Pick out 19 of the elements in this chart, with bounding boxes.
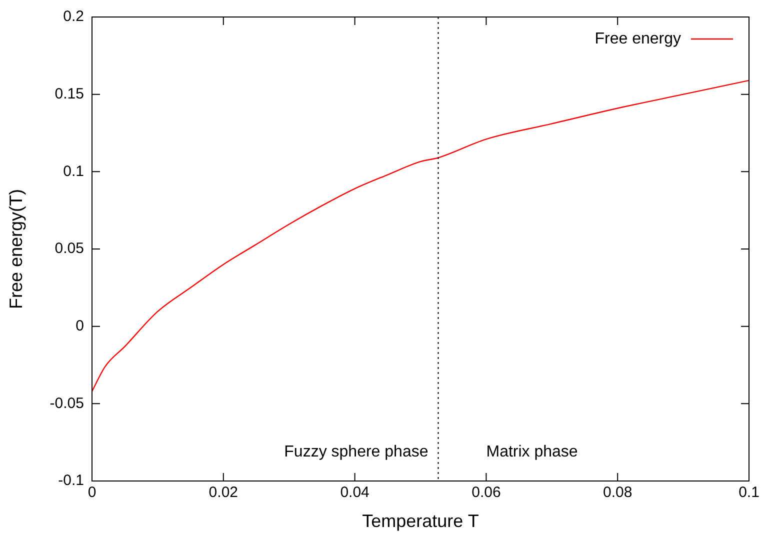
line-series [92, 80, 749, 392]
x-tick-label: 0.02 [208, 484, 238, 502]
y-axis-title: Free energy(T) [6, 188, 26, 310]
y-tick-label: 0.1 [63, 162, 84, 180]
x-tick-label: 0.06 [472, 484, 501, 502]
y-tick-label: -0.1 [58, 472, 84, 490]
legend-label: Free energy [594, 30, 681, 48]
x-tick-label: 0 [88, 484, 96, 502]
y-tick-label: 0.2 [63, 8, 84, 26]
x-tick-label: 0.04 [340, 484, 370, 502]
annotation: Matrix phase [486, 443, 578, 460]
annotation: Fuzzy sphere phase [284, 443, 428, 460]
x-tick-label: 0.08 [603, 484, 632, 502]
y-tick-label: 0.05 [54, 240, 84, 258]
y-tick-label: -0.05 [50, 394, 84, 412]
x-axis-title: Temperature T [362, 511, 479, 532]
x-tick-label: 0.1 [738, 484, 760, 502]
y-tick-label: 0.15 [54, 85, 84, 102]
y-tick-label: 0 [76, 317, 84, 334]
